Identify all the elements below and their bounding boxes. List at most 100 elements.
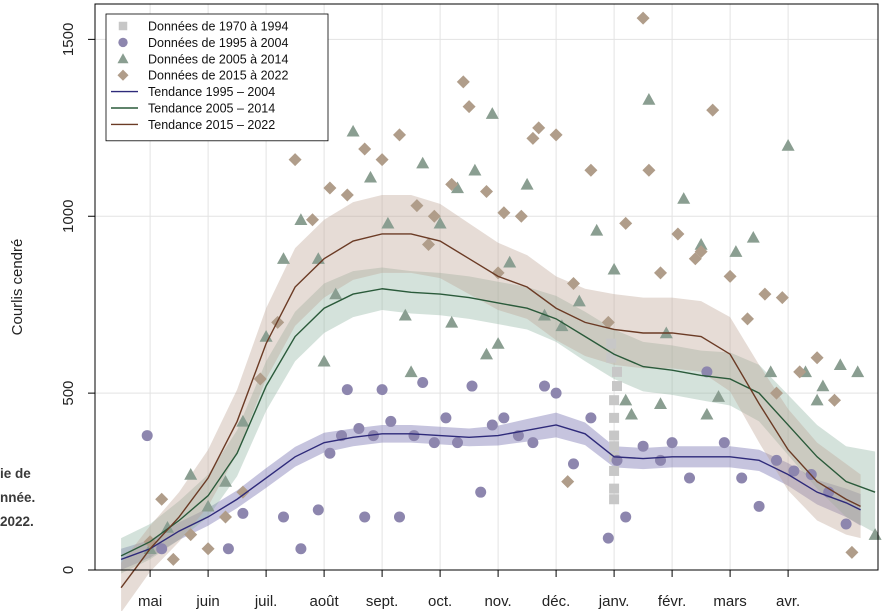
data-point-triangle [117, 53, 129, 64]
data-point-circle [417, 377, 429, 389]
data-point-triangle [619, 393, 633, 406]
data-point-circle [376, 384, 388, 396]
data-point-triangle [764, 365, 778, 378]
data-point-diamond [393, 128, 406, 142]
data-point-diamond [480, 184, 493, 198]
data-point-square [606, 352, 617, 363]
data-point-triangle [445, 315, 459, 328]
data-point-circle [684, 472, 695, 484]
data-point-circle [359, 511, 371, 523]
data-point-diamond [723, 269, 737, 283]
data-point-diamond [770, 386, 783, 400]
data-point-circle [718, 437, 730, 449]
data-point-diamond [201, 542, 215, 556]
trend-lines [120, 233, 876, 589]
data-point-circle [602, 532, 614, 544]
y-tick-label: 1500 [60, 23, 77, 56]
data-point-triangle [694, 238, 708, 250]
data-point-diamond [636, 11, 650, 25]
data-point-triangle [590, 223, 604, 236]
data-point-circle [840, 518, 852, 530]
data-point-circle [655, 454, 666, 466]
data-point-diamond [642, 163, 656, 177]
caption-line-1: ie de [0, 466, 31, 481]
trend-line [120, 233, 861, 589]
x-tick-label: nov. [484, 593, 511, 610]
x-tick-label: août [309, 593, 339, 610]
legend-box [105, 13, 329, 142]
data-point-triangle [555, 319, 569, 332]
data-point-diamond [526, 131, 540, 145]
axes: 0 500 1000 1500 mai juin juil. août sept. oct. nov… [60, 23, 800, 610]
data-point-diamond [410, 199, 424, 213]
data-point-circle [341, 384, 353, 396]
data-point-square [609, 483, 620, 494]
data-point-circle [452, 437, 463, 449]
data-point-diamond [497, 206, 511, 220]
caption-line-3: 2022. [0, 514, 34, 529]
x-tick-label: déc. [542, 593, 570, 610]
data-point-diamond [514, 209, 528, 223]
data-point-triangle [851, 365, 865, 378]
data-point-triangle [201, 499, 215, 512]
data-point-diamond [491, 266, 505, 280]
data-point-diamond [456, 75, 470, 89]
y-tick-label: 500 [60, 381, 77, 406]
data-point-circle [550, 387, 562, 399]
data-point-triangle [816, 379, 830, 392]
legend-entry: Tendance 2005 – 2014 [148, 102, 275, 116]
x-tick-label: juil. [254, 593, 278, 610]
data-point-square [609, 465, 620, 476]
data-point-square [609, 412, 620, 423]
data-point-triangle [781, 139, 795, 151]
data-point-diamond [741, 312, 754, 326]
data-point-circle [701, 366, 713, 378]
data-point-triangle [485, 107, 499, 119]
data-point-diamond [584, 163, 598, 177]
x-tick-label: janv. [598, 593, 630, 610]
data-point-circle [666, 437, 678, 449]
data-point-diamond [236, 485, 250, 499]
data-point-square [118, 21, 128, 31]
data-point-diamond [340, 188, 354, 202]
data-point-circle [440, 412, 452, 424]
data-point-diamond [793, 365, 807, 379]
data-point-diamond [445, 177, 459, 191]
data-point-triangle [810, 393, 824, 406]
data-point-circle [771, 454, 782, 466]
data-point-diamond [845, 545, 859, 559]
data-point-square [612, 366, 622, 377]
x-tick-label: oct. [428, 593, 452, 610]
data-point-triangle [277, 252, 290, 264]
data-point-triangle [468, 163, 482, 176]
x-tick-label: juin [195, 593, 219, 610]
data-point-triangle [364, 170, 377, 183]
data-point-triangle [236, 414, 250, 427]
data-point-diamond [775, 291, 789, 305]
data-point-diamond [619, 216, 633, 230]
data-point-triangle [746, 230, 760, 243]
trend-line [120, 424, 861, 561]
data-point-circle [585, 412, 597, 424]
data-point-circle [156, 543, 168, 555]
data-point-square [609, 395, 620, 406]
plot-frame [94, 3, 879, 571]
y-axis-title: Courlis cendré [9, 239, 26, 336]
data-point-circle [753, 500, 765, 512]
data-point-circle [637, 440, 649, 452]
data-point-diamond [567, 276, 580, 290]
data-point-diamond [422, 238, 435, 252]
data-point-circle [428, 437, 440, 449]
data-point-triangle [381, 216, 395, 229]
data-point-triangle [677, 192, 691, 204]
data-point-diamond [654, 266, 667, 280]
data-point-diamond [323, 181, 337, 195]
confidence-band [121, 267, 876, 574]
data-point-triangle [625, 407, 638, 420]
data-point-circle [736, 472, 748, 484]
data-point-diamond [810, 351, 824, 365]
data-point-diamond [462, 100, 476, 114]
legend-entry: Données de 2015 à 2022 [148, 69, 288, 83]
data-point-circle [498, 412, 510, 424]
data-point-circle [385, 415, 397, 427]
